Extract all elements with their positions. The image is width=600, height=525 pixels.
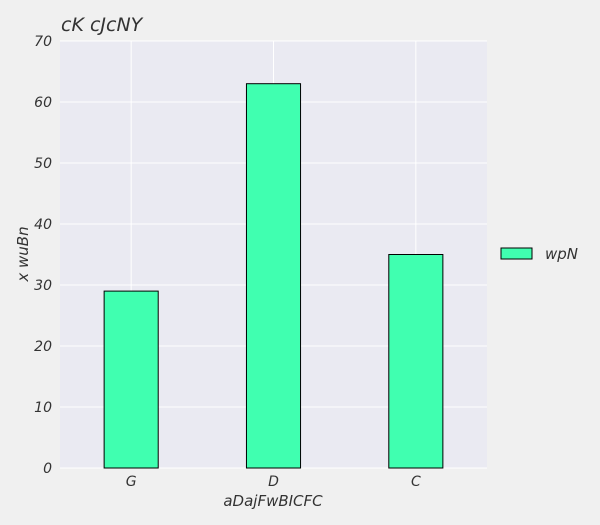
y-tick-label: 40 <box>34 217 52 233</box>
x-axis-label: aDajFwBICFC <box>223 492 323 510</box>
x-tick-label: G <box>126 474 137 490</box>
y-axis-ticks: 0 10 20 30 40 50 60 70 <box>34 34 52 477</box>
y-tick-label: 10 <box>34 400 52 416</box>
x-tick-label: D <box>268 474 279 490</box>
legend: wpN <box>500 245 578 263</box>
y-tick-label: 50 <box>34 156 52 172</box>
y-tick-label: 70 <box>34 34 52 50</box>
legend-label: wpN <box>545 245 578 263</box>
bars <box>103 83 444 469</box>
bar-g <box>103 290 159 469</box>
bar-d <box>245 83 302 469</box>
legend-swatch <box>500 247 533 260</box>
y-tick-label: 30 <box>34 278 52 294</box>
y-tick-label: 0 <box>43 461 52 477</box>
y-tick-label: 20 <box>34 339 52 355</box>
y-tick-label: 60 <box>34 95 52 111</box>
bar-c <box>388 254 444 469</box>
x-tick-label: C <box>411 474 421 490</box>
chart-title: cK cJcNY <box>61 14 144 36</box>
y-axis-label: x wuBn <box>14 226 32 282</box>
